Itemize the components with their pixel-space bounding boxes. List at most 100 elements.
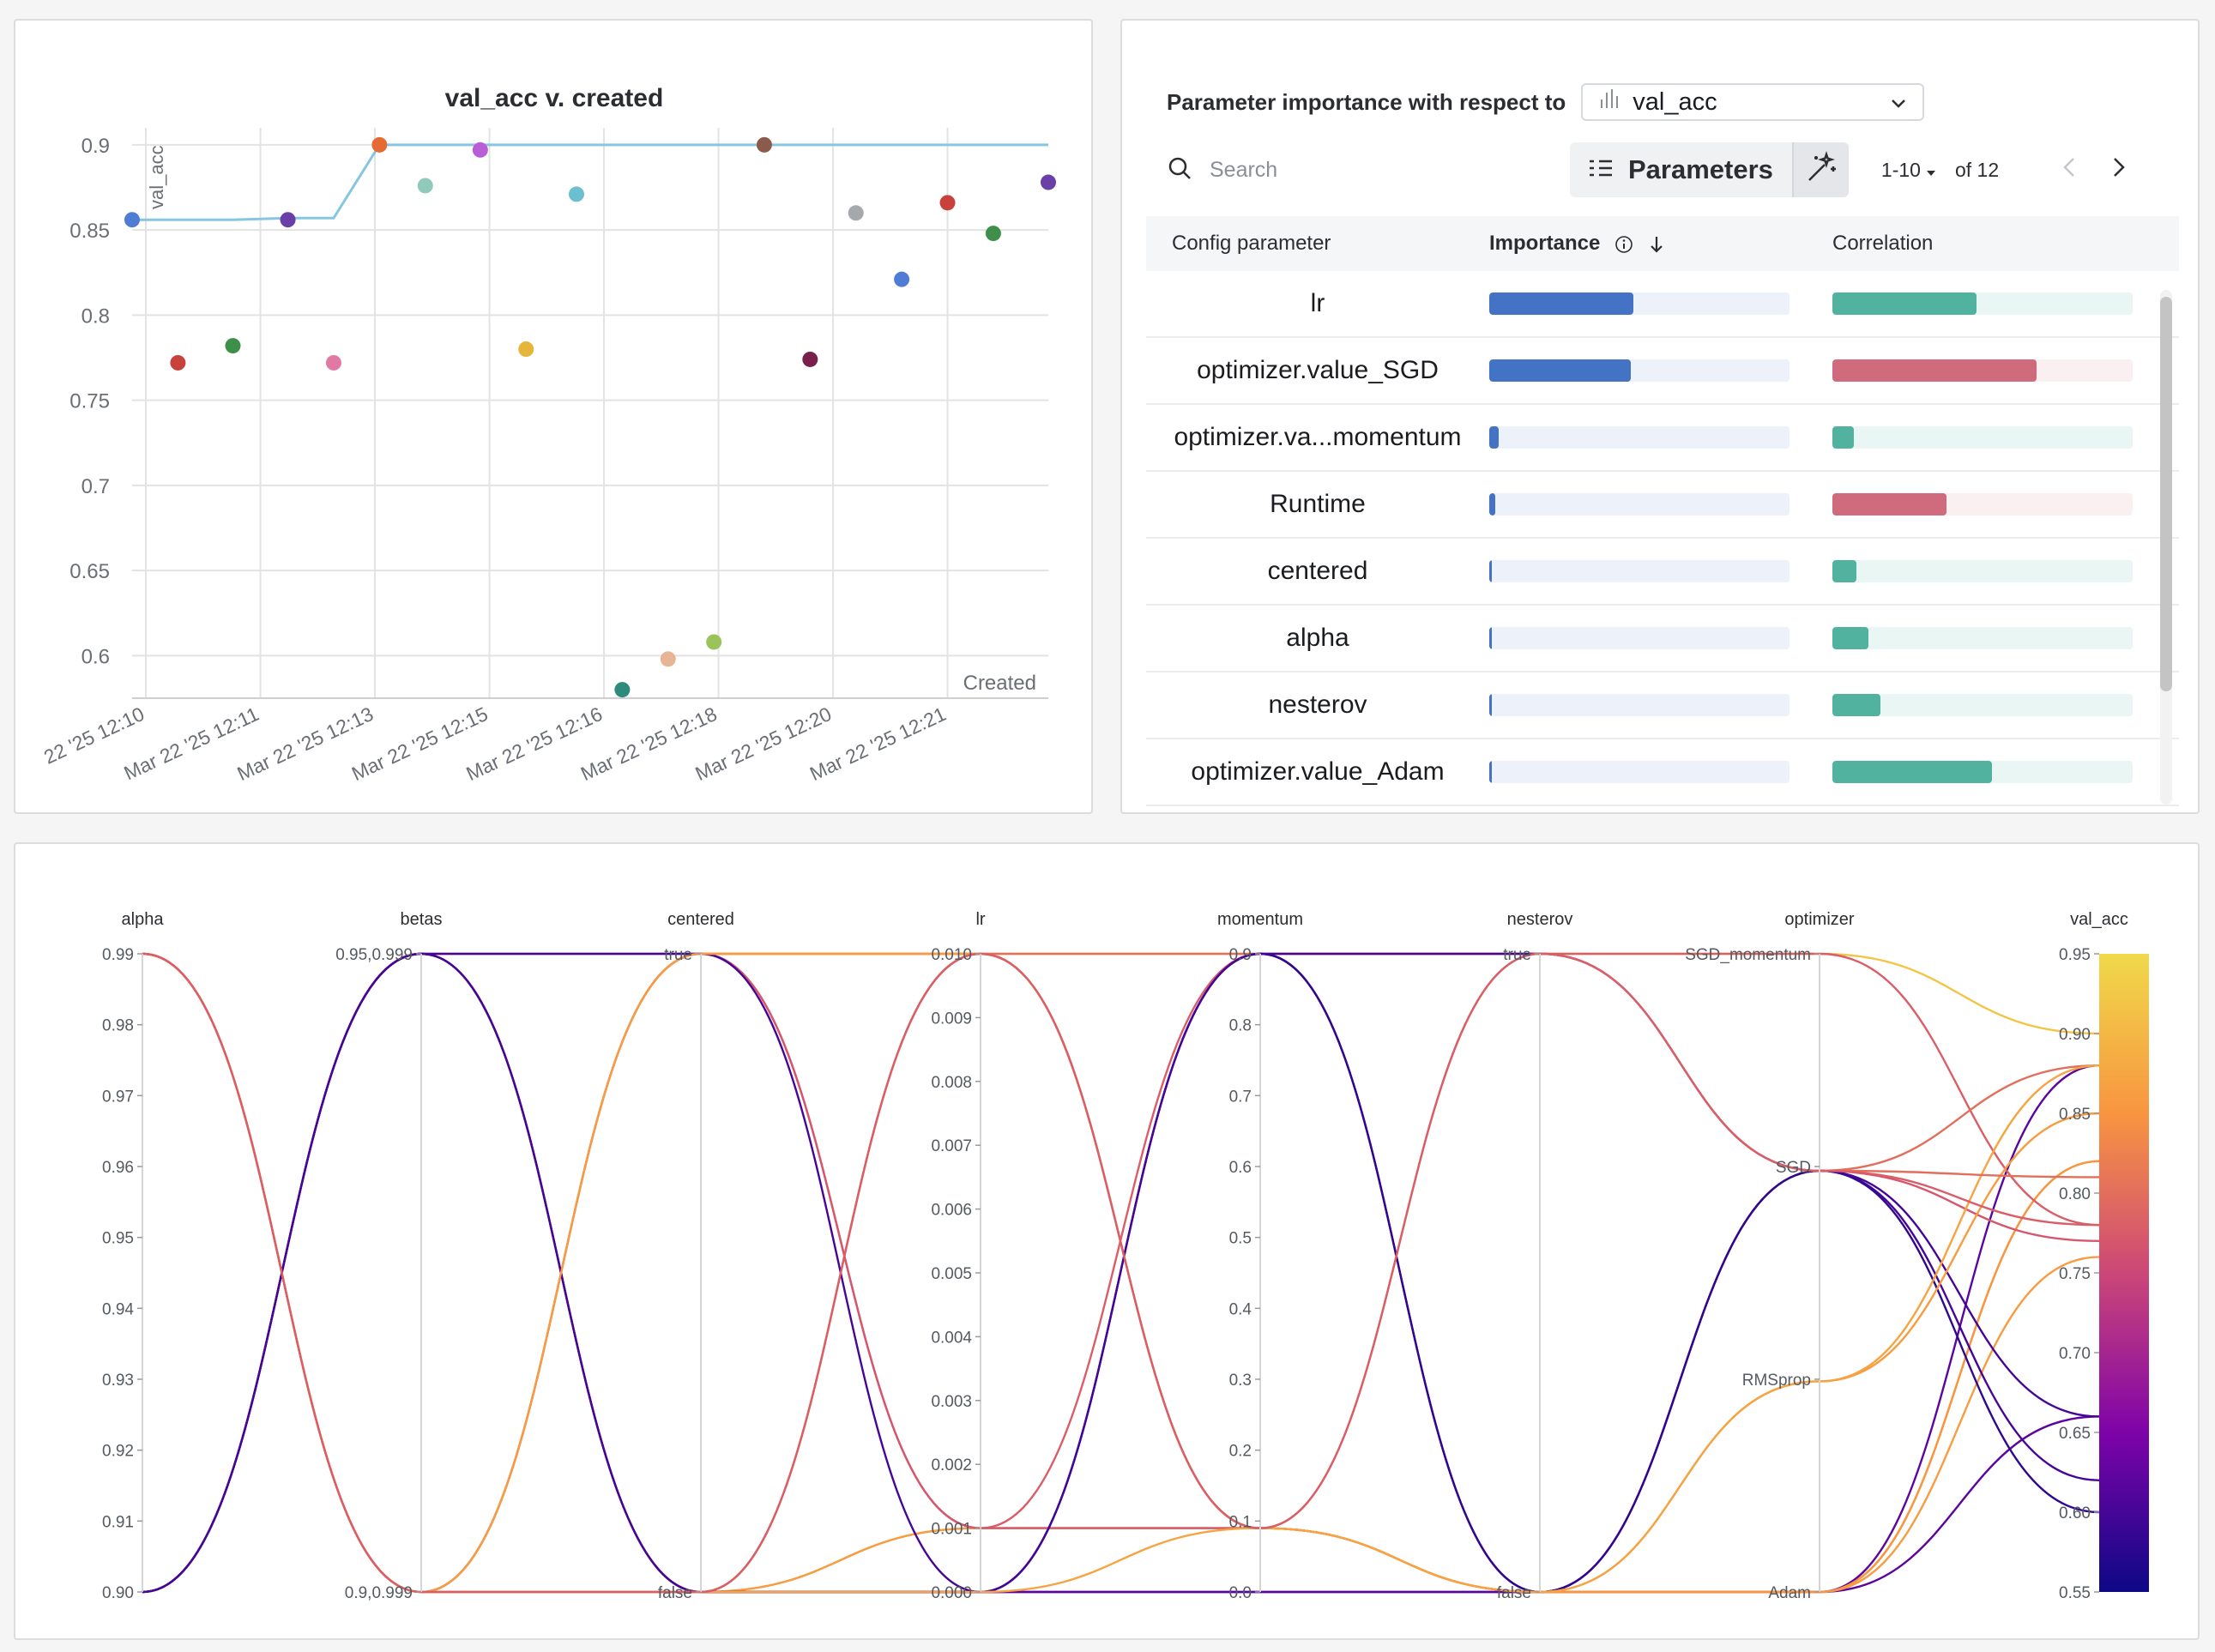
importance-bar <box>1489 359 1790 382</box>
axis-tick-label: 0.94 <box>102 1300 134 1318</box>
run-point[interactable] <box>417 178 433 194</box>
y-tick-label: 0.6 <box>81 645 110 668</box>
color-scale-bar[interactable] <box>2099 954 2149 1592</box>
run-point[interactable] <box>124 212 140 228</box>
parameter-importance-panel: Parameter importance with respect to val… <box>1120 19 2200 814</box>
run-point[interactable] <box>280 212 296 228</box>
col-config-parameter[interactable]: Config parameter <box>1146 216 1489 271</box>
col-correlation[interactable]: Correlation <box>1832 216 2179 271</box>
correlation-cell <box>1832 271 2179 338</box>
next-page-button[interactable] <box>2112 156 2126 184</box>
axis-tick-label: true <box>1503 946 1531 964</box>
parameters-button[interactable]: Parameters <box>1570 142 1792 197</box>
axis-tick-label: 0.006 <box>931 1202 972 1220</box>
run-point[interactable] <box>660 651 676 667</box>
run-point[interactable] <box>568 186 584 202</box>
metric-select-value: val_acc <box>1633 87 1717 116</box>
parameter-name: alpha <box>1146 605 1489 672</box>
run-point[interactable] <box>848 205 864 221</box>
axis-title: optimizer <box>1784 910 1854 929</box>
importance-row: lr <box>1146 271 2179 338</box>
magic-wand-button[interactable] <box>1791 142 1849 197</box>
run-point[interactable] <box>802 351 818 367</box>
parameter-name: nesterov <box>1146 672 1489 739</box>
axis-tick-label: 0.000 <box>931 1584 972 1602</box>
run-point[interactable] <box>706 634 722 650</box>
importance-bar <box>1489 560 1790 582</box>
run-point[interactable] <box>614 682 631 698</box>
importance-header-label: Parameter importance with respect to <box>1167 88 1566 115</box>
axis-tick-label: 0.1 <box>1229 1513 1252 1531</box>
toolbar: Parameters 1-10 of 12 <box>1167 141 2164 199</box>
chart-title: val_acc v. created <box>445 84 664 112</box>
correlation-cell <box>1832 605 2179 672</box>
axis-tick-label: 0.009 <box>931 1010 972 1028</box>
page-range-select[interactable]: 1-10 <box>1881 159 1936 182</box>
sort-down-icon <box>1650 236 1663 253</box>
axis-tick-label: 0.90 <box>102 1584 134 1602</box>
parameter-name: Runtime <box>1146 471 1489 539</box>
importance-cell <box>1489 605 1832 672</box>
axis-title: momentum <box>1217 910 1303 929</box>
importance-row: optimizer.value_Adam <box>1146 739 2179 806</box>
run-point[interactable] <box>225 338 241 354</box>
correlation-cell <box>1832 672 2179 739</box>
importance-bar <box>1489 627 1790 649</box>
axis-tick-label: 0.99 <box>102 946 134 964</box>
scrollbar-thumb[interactable] <box>2160 297 2172 691</box>
y-tick-label: 0.8 <box>81 304 110 328</box>
parallel-coordinates-panel: alpha 0.99 0.98 0.97 0.96 0.95 0.94 0.93 0.92 0.9… <box>14 842 2200 1640</box>
axis-tick-label: 0.93 <box>102 1372 134 1390</box>
run-point[interactable] <box>894 271 910 287</box>
run-point[interactable] <box>170 354 186 371</box>
importance-row: optimizer.value_SGD <box>1146 337 2179 405</box>
axis-tick-label: 0.010 <box>931 946 972 964</box>
metric-select[interactable]: val_acc <box>1581 83 1925 121</box>
run-point[interactable] <box>518 341 534 358</box>
prev-page-button[interactable] <box>2062 156 2076 184</box>
correlation-bar <box>1832 493 2133 515</box>
axis-tick-label: 0.92 <box>102 1443 134 1461</box>
correlation-cell <box>1832 471 2179 539</box>
axis-tick-label: 0.98 <box>102 1017 134 1035</box>
axis-tick-label: 0.8 <box>1229 1017 1252 1035</box>
correlation-cell <box>1832 404 2179 472</box>
axis-tick-label: 0.96 <box>102 1159 134 1177</box>
correlation-bar <box>1832 292 2133 315</box>
pagination: 1-10 of 12 <box>1881 156 2126 184</box>
bar-chart-icon <box>1598 87 1621 117</box>
correlation-bar <box>1832 761 2133 783</box>
importance-cell <box>1489 739 1832 806</box>
run-point[interactable] <box>472 142 488 158</box>
search-input[interactable] <box>1208 156 1537 184</box>
x-axis-label: Created <box>963 672 1036 695</box>
parameters-button-group: Parameters <box>1570 142 1849 197</box>
parameter-name: optimizer.va...momentum <box>1146 404 1489 472</box>
axis-tick-label: 0.9,0.999 <box>345 1584 413 1602</box>
run-point[interactable] <box>939 195 956 211</box>
col-importance[interactable]: Importance <box>1489 216 1832 271</box>
importance-header: Parameter importance with respect to val… <box>1167 81 1925 124</box>
axis-tick-label: 0.80 <box>2059 1185 2091 1203</box>
col-importance-label: Importance <box>1489 232 1601 255</box>
parameter-name: optimizer.value_Adam <box>1146 739 1489 806</box>
importance-bar <box>1489 694 1790 716</box>
run-point[interactable] <box>1041 174 1056 190</box>
run-line[interactable] <box>142 952 2100 1594</box>
correlation-bar <box>1832 560 2133 582</box>
parameter-name: optimizer.value_SGD <box>1146 337 1489 405</box>
run-point[interactable] <box>756 136 772 153</box>
info-icon <box>1615 235 1633 253</box>
axis-title: alpha <box>122 910 165 929</box>
run-point[interactable] <box>371 136 388 153</box>
run-point[interactable] <box>985 226 1001 242</box>
run-point[interactable] <box>325 354 341 371</box>
parallel-coordinates-chart: alpha 0.99 0.98 0.97 0.96 0.95 0.94 0.93 0.92 0.9… <box>102 910 2149 1602</box>
axis-tick-label: 0.70 <box>2059 1345 2091 1363</box>
importance-cell <box>1489 538 1832 606</box>
axis-tick-label: 0.65 <box>2059 1425 2091 1443</box>
axis-tick-label: 0.3 <box>1229 1372 1252 1390</box>
axis-tick-label: 0.60 <box>2059 1504 2091 1522</box>
correlation-bar <box>1832 426 2133 449</box>
axis-tick-label: 0.9 <box>1229 946 1252 964</box>
